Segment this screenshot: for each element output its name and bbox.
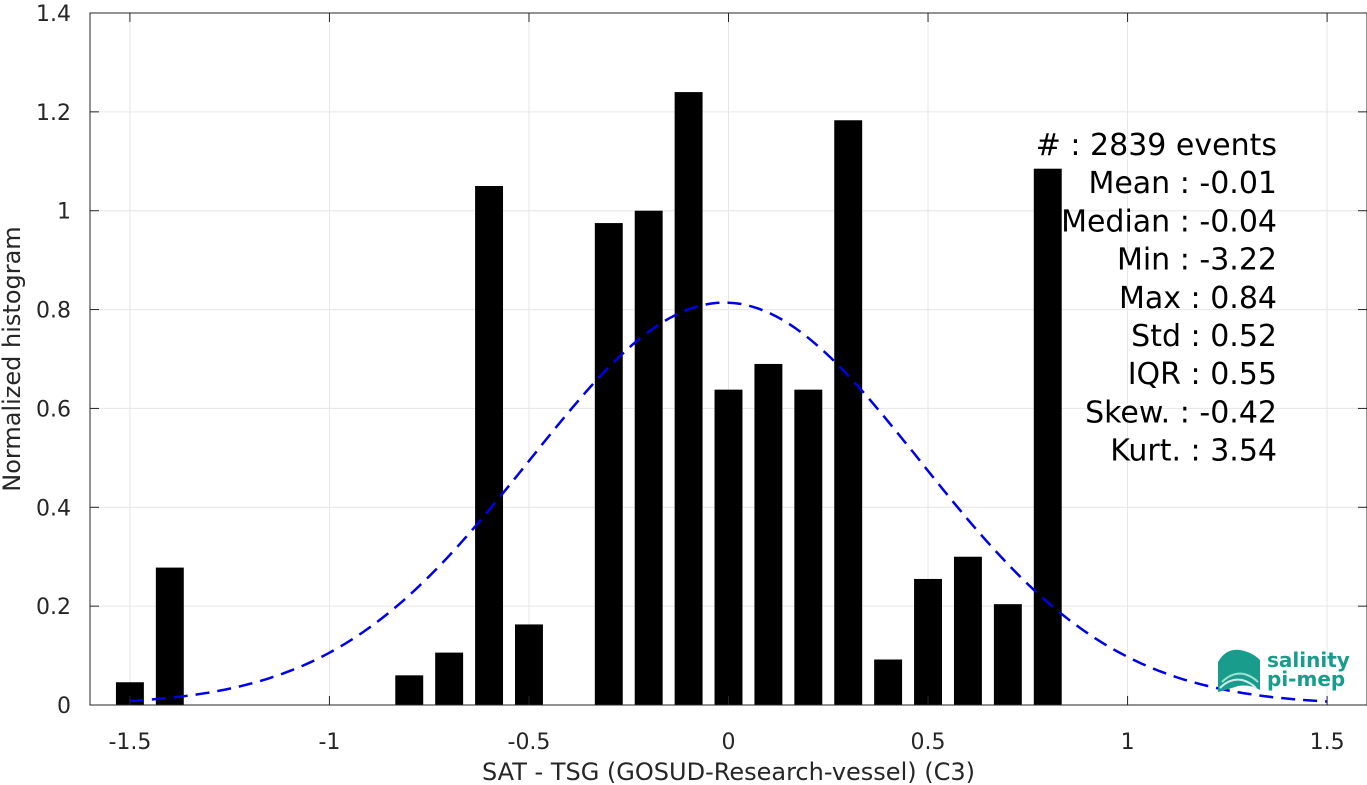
stat-line: Median : -0.04	[1061, 204, 1277, 239]
axis-ticks	[90, 12, 1367, 706]
y-tick-label: 1	[57, 200, 71, 225]
histogram-bar	[1033, 168, 1062, 705]
stat-line: Min : -3.22	[1117, 243, 1277, 278]
histogram-bar	[953, 556, 982, 705]
y-tick-label: 0.2	[36, 595, 71, 620]
histogram-bar	[674, 92, 703, 706]
bar-series	[115, 92, 1062, 706]
y-tick-label: 0.4	[36, 496, 71, 521]
logo-text-pimep: pi-mep	[1267, 667, 1345, 691]
y-tick-label: 0	[57, 694, 71, 719]
stat-line: IQR : 0.55	[1128, 357, 1277, 392]
histogram-bar	[754, 363, 783, 705]
histogram-bar	[155, 567, 184, 705]
stat-line: Max : 0.84	[1119, 281, 1277, 316]
histogram-bar	[794, 389, 823, 705]
y-tick-label: 0.6	[36, 397, 71, 422]
x-axis-title: SAT - TSG (GOSUD-Research-vessel) (C3)	[482, 758, 975, 785]
histogram-bar	[115, 682, 144, 705]
histogram-bar	[914, 578, 942, 705]
histogram-bar	[395, 675, 424, 705]
normal-fit-curve	[129, 301, 1328, 703]
x-tick-label: -1	[318, 730, 340, 755]
stat-line: Std : 0.52	[1131, 319, 1277, 354]
stat-line: Skew. : -0.42	[1085, 395, 1277, 430]
y-tick-label: 1.2	[36, 101, 71, 126]
histogram-bar	[993, 604, 1022, 705]
logo-text-salinity: salinity	[1267, 648, 1350, 672]
y-axis-title: Normalized histogram	[0, 226, 26, 491]
wave-logo-icon	[1218, 649, 1260, 692]
x-tick-label: 1	[1121, 730, 1135, 755]
histogram-bar	[475, 186, 504, 705]
histogram-bar	[714, 389, 743, 705]
histogram-bar	[515, 624, 543, 705]
x-tick-label: 1.5	[1310, 730, 1345, 755]
histogram-bar	[435, 652, 464, 705]
histogram-bar	[874, 659, 903, 705]
y-tick-label: 0.8	[36, 299, 71, 324]
salinity-pimep-logo: salinity pi-mep	[1218, 648, 1350, 692]
x-tick-label: 0	[722, 730, 736, 755]
histogram-bar	[634, 210, 663, 705]
stat-line: # : 2839 events	[1036, 128, 1277, 163]
x-tick-label: -0.5	[508, 730, 551, 755]
histogram-bar	[834, 120, 863, 705]
stat-line: Mean : -0.01	[1088, 166, 1277, 201]
y-tick-labels: 0 0.2 0.4 0.6 0.8 1 1.2 1.4	[36, 2, 71, 719]
y-tick-label: 1.4	[36, 2, 71, 27]
x-tick-label: -1.5	[108, 730, 151, 755]
x-tick-label: 0.5	[911, 730, 946, 755]
stat-line: Kurt. : 3.54	[1110, 434, 1277, 469]
histogram-bar	[594, 223, 623, 706]
x-tick-labels: -1.5 -1 -0.5 0 0.5 1 1.5	[108, 730, 1344, 755]
